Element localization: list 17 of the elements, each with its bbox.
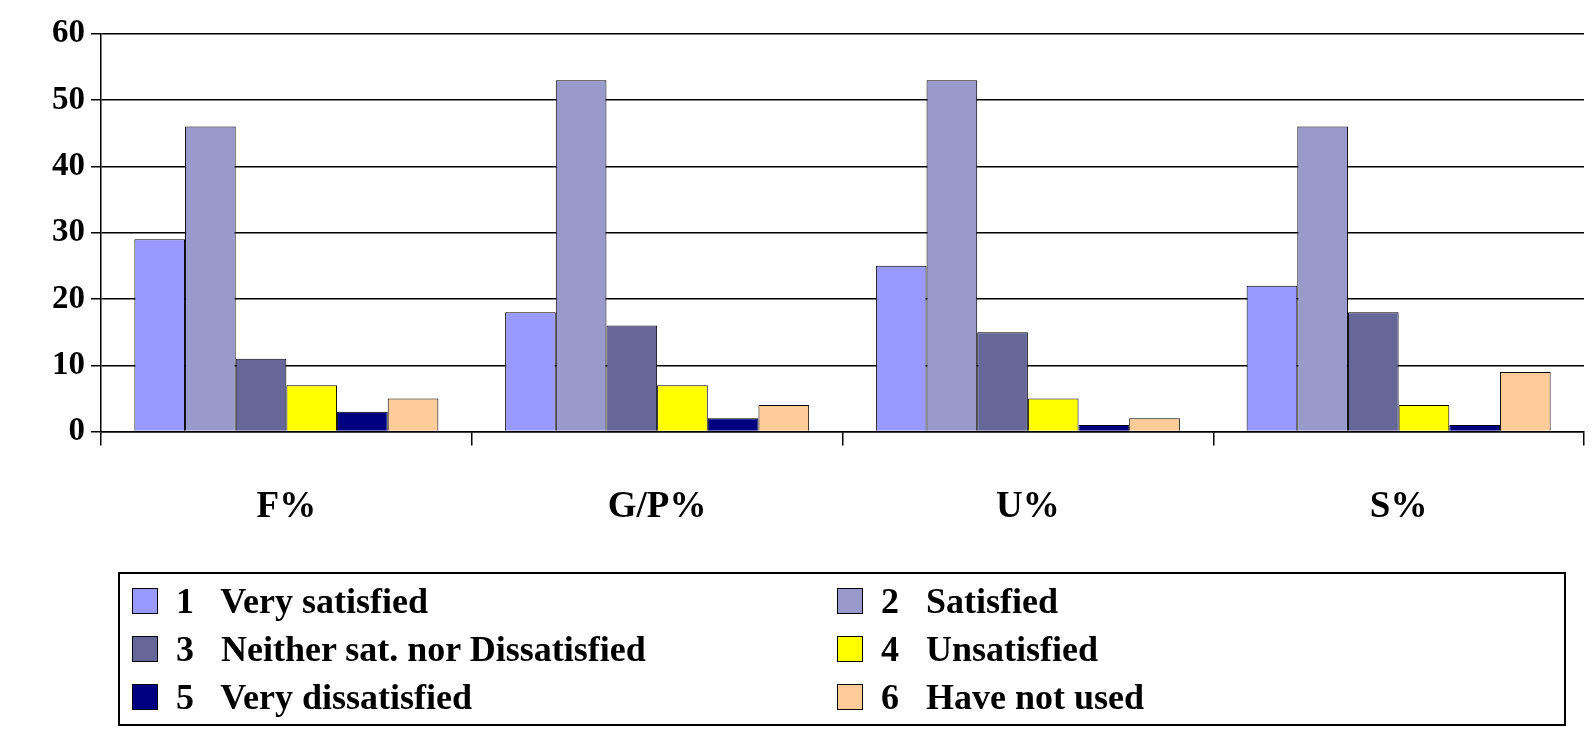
legend-label: 3 Neither sat. nor Dissatisfied — [176, 628, 646, 670]
x-tick-label: S% — [1369, 484, 1428, 526]
legend-label: 4 Unsatisfied — [881, 628, 1099, 670]
x-tick-label: U% — [996, 484, 1060, 526]
y-tick-label: 30 — [52, 212, 85, 249]
legend-label: 5 Very dissatisfied — [176, 676, 473, 718]
legend-label: 6 Have not used — [881, 676, 1145, 718]
legend-label: 1 Very satisfied — [176, 580, 428, 622]
x-tick-label: G/P% — [607, 484, 707, 526]
y-tick-label: 60 — [52, 13, 85, 50]
y-tick-label: 50 — [52, 79, 85, 116]
x-tick-label: F% — [256, 484, 317, 526]
y-tick-label: 0 — [68, 411, 85, 448]
y-tick-label: 40 — [52, 145, 85, 182]
legend-label: 2 Satisfied — [881, 580, 1059, 622]
y-tick-label: 20 — [52, 278, 85, 315]
y-tick-label: 10 — [52, 344, 85, 381]
